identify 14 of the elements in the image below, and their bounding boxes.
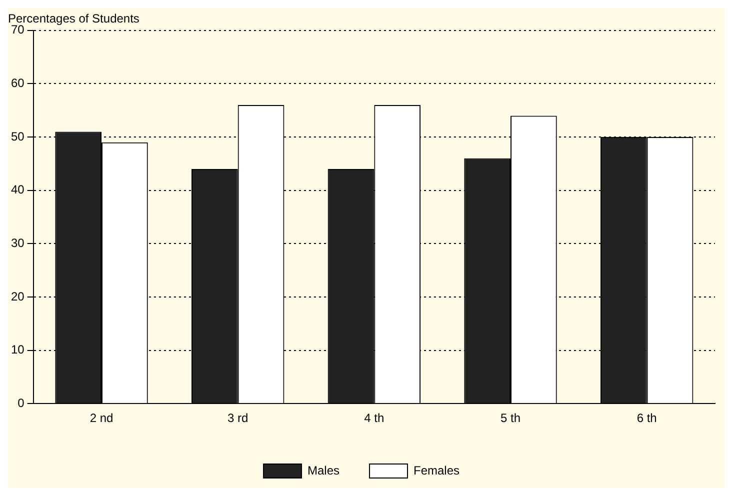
x-tick-label: 6 th [636, 411, 657, 426]
y-tick-label: 10 [10, 342, 25, 357]
legend-label: Females [414, 463, 460, 478]
y-tick-label: 60 [10, 76, 25, 90]
y-tick-label: 20 [10, 289, 25, 304]
x-tick-label: 5 th [500, 411, 521, 426]
y-tick-label: 0 [18, 396, 25, 410]
y-tick-label: 50 [10, 129, 25, 144]
x-tick-label: 2 nd [90, 411, 114, 426]
x-tick-label: 4 th [364, 411, 384, 426]
legend-label: Males [307, 463, 340, 478]
y-tick-label: 40 [10, 182, 25, 197]
x-tick-label: 3 rd [228, 411, 248, 426]
y-tick-label: 30 [10, 236, 25, 250]
